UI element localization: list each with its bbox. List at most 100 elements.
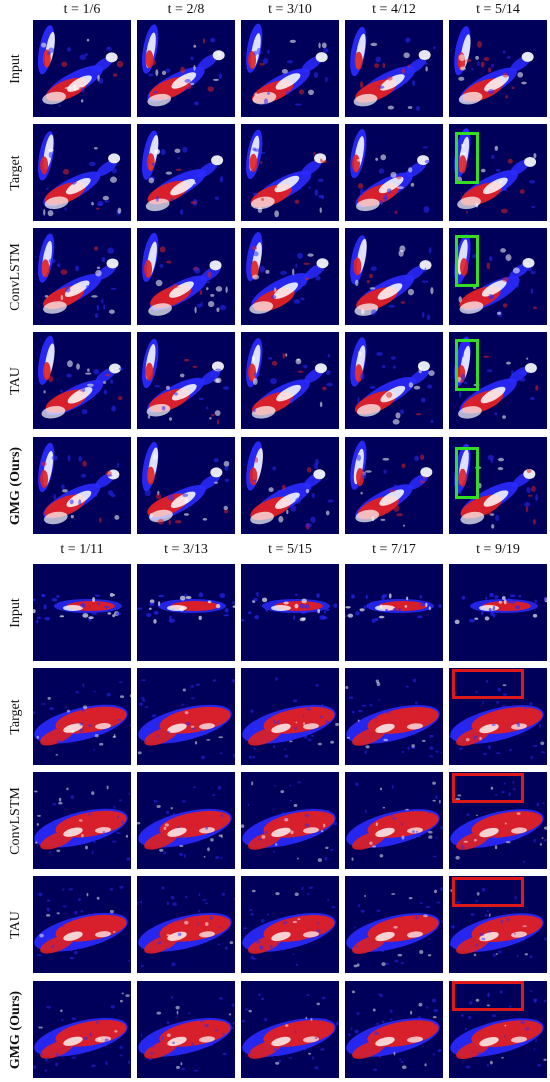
heatmap-frame — [137, 772, 235, 869]
heatmap-frame — [33, 564, 131, 661]
heatmap-frame — [33, 668, 131, 765]
heatmap-frame — [241, 981, 339, 1078]
heatmap-image — [350, 235, 434, 321]
heatmap-frame — [345, 437, 443, 534]
highlight-box — [455, 235, 479, 287]
heatmap-image — [33, 681, 131, 756]
heatmap-image — [242, 886, 336, 967]
heatmap-frame — [345, 124, 443, 221]
heatmap-frame — [345, 981, 443, 1078]
heatmap-frame — [137, 124, 235, 221]
heatmap-image — [33, 992, 131, 1072]
heatmap-image — [346, 990, 442, 1071]
heatmap-frame — [33, 228, 131, 325]
heatmap-image — [350, 337, 435, 425]
heatmap-image — [38, 233, 119, 319]
heatmap-frame — [449, 564, 547, 661]
heatmap-frame — [241, 772, 339, 869]
column-header: t = 5/14 — [476, 2, 520, 17]
heatmap-frame — [345, 564, 443, 661]
heatmap-image — [242, 677, 339, 759]
heatmap-image — [34, 785, 131, 861]
row-label: Input — [8, 597, 23, 628]
heatmap-image — [137, 886, 235, 968]
heatmap-image — [350, 129, 431, 214]
heatmap-image — [38, 335, 124, 419]
heatmap-frame — [137, 228, 235, 325]
row-label: Target — [8, 154, 23, 191]
column-header: t = 7/17 — [372, 542, 416, 557]
heatmap-frame — [33, 437, 131, 534]
heatmap-image — [37, 131, 122, 217]
highlight-box — [455, 447, 479, 499]
heatmap-image — [450, 990, 547, 1069]
row-label: GMG (Ours) — [8, 990, 23, 1069]
heatmap-image — [350, 440, 433, 527]
heatmap-image — [346, 887, 443, 968]
heatmap-frame — [241, 437, 339, 534]
heatmap-frame — [137, 437, 235, 534]
row-label: Input — [8, 53, 23, 84]
heatmap-frame — [137, 564, 235, 661]
heatmap-frame — [345, 876, 443, 973]
heatmap-frame — [241, 20, 339, 117]
heatmap-frame — [449, 772, 547, 869]
column-header: t = 1/11 — [60, 542, 104, 557]
row-label: Target — [8, 698, 23, 735]
heatmap-frame — [137, 981, 235, 1078]
heatmap-image — [38, 442, 120, 525]
heatmap-frame — [33, 332, 131, 429]
heatmap-frame — [345, 228, 443, 325]
heatmap-frame — [345, 20, 443, 117]
heatmap-image — [241, 591, 338, 622]
heatmap-image — [454, 443, 539, 529]
heatmap-image — [246, 338, 333, 419]
heatmap-image — [34, 885, 130, 963]
highlight-box — [455, 339, 479, 391]
row-label: TAU — [8, 366, 23, 395]
heatmap-frame — [241, 124, 339, 221]
heatmap-frame — [33, 876, 131, 973]
heatmap-image — [454, 593, 547, 625]
row-label: ConvLSTM — [8, 786, 23, 855]
heatmap-image — [138, 995, 235, 1072]
heatmap-image — [454, 336, 539, 419]
heatmap-image — [450, 780, 547, 863]
column-header: t = 3/10 — [268, 2, 312, 17]
heatmap-image — [37, 25, 124, 107]
row-label: ConvLSTM — [8, 242, 23, 311]
heatmap-frame — [137, 332, 235, 429]
column-header: t = 9/19 — [476, 542, 520, 557]
heatmap-image — [241, 781, 338, 862]
heatmap-image — [142, 338, 230, 425]
heatmap-image — [246, 129, 328, 218]
heatmap-frame — [33, 981, 131, 1078]
heatmap-frame — [449, 332, 547, 429]
highlight-box — [452, 773, 524, 803]
heatmap-image — [454, 128, 537, 214]
heatmap-frame — [345, 332, 443, 429]
heatmap-image — [454, 234, 537, 318]
heatmap-image — [345, 593, 442, 623]
heatmap-frame — [449, 124, 547, 221]
heatmap-image — [137, 785, 232, 860]
heatmap-frame — [33, 124, 131, 221]
heatmap-frame — [449, 228, 547, 325]
heatmap-frame — [33, 20, 131, 117]
highlight-box — [452, 669, 524, 699]
column-header: t = 3/13 — [164, 542, 208, 557]
heatmap-image — [246, 23, 329, 106]
heatmap-frame — [241, 564, 339, 661]
heatmap-frame — [137, 668, 235, 765]
heatmap-image — [33, 592, 122, 624]
column-header: t = 4/12 — [372, 2, 416, 17]
column-header: t = 2/8 — [167, 2, 205, 17]
highlight-box — [452, 981, 524, 1011]
row-label: GMG (Ours) — [8, 446, 23, 525]
heatmap-image — [241, 993, 339, 1070]
heatmap-frame — [449, 437, 547, 534]
heatmap-image — [246, 441, 334, 530]
heatmap-frame — [241, 668, 339, 765]
column-header: t = 1/6 — [63, 2, 101, 17]
heatmap-frame — [449, 20, 547, 117]
